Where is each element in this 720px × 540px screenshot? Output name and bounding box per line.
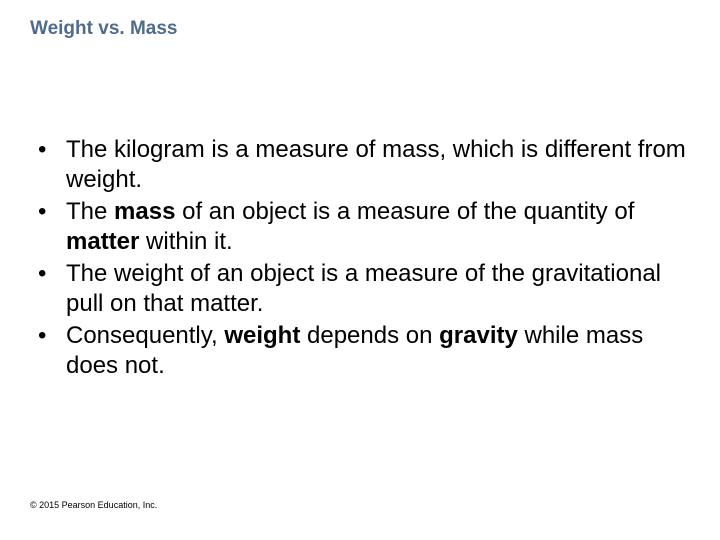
bullet-item: • The kilogram is a measure of mass, whi…	[38, 135, 690, 195]
bullet-marker: •	[38, 197, 66, 227]
bullet-item: • The weight of an object is a measure o…	[38, 259, 690, 319]
bullet-text: The weight of an object is a measure of …	[66, 259, 690, 319]
bullet-text: Consequently, weight depends on gravity …	[66, 321, 690, 381]
slide-body: • The kilogram is a measure of mass, whi…	[30, 135, 690, 381]
bullet-marker: •	[38, 321, 66, 351]
bullet-marker: •	[38, 259, 66, 289]
bullet-text: The kilogram is a measure of mass, which…	[66, 135, 690, 195]
bullet-marker: •	[38, 135, 66, 165]
slide: Weight vs. Mass • The kilogram is a meas…	[0, 0, 720, 540]
copyright: © 2015 Pearson Education, Inc.	[30, 500, 157, 510]
bullet-text: The mass of an object is a measure of th…	[66, 197, 690, 257]
bullet-item: • Consequently, weight depends on gravit…	[38, 321, 690, 381]
bullet-item: • The mass of an object is a measure of …	[38, 197, 690, 257]
bullet-list: • The kilogram is a measure of mass, whi…	[38, 135, 690, 381]
slide-title: Weight vs. Mass	[30, 18, 690, 40]
